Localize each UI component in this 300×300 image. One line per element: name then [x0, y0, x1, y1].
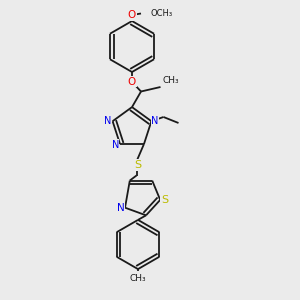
Text: O: O: [128, 10, 136, 20]
Text: N: N: [151, 116, 159, 126]
Text: N: N: [117, 203, 125, 213]
Text: N: N: [104, 116, 112, 126]
Text: N: N: [112, 140, 119, 150]
Text: CH₃: CH₃: [163, 76, 179, 85]
Text: CH₃: CH₃: [130, 274, 146, 283]
Text: OCH₃: OCH₃: [151, 9, 173, 18]
Text: S: S: [161, 195, 168, 205]
Text: O: O: [128, 77, 136, 87]
Text: S: S: [134, 160, 141, 170]
